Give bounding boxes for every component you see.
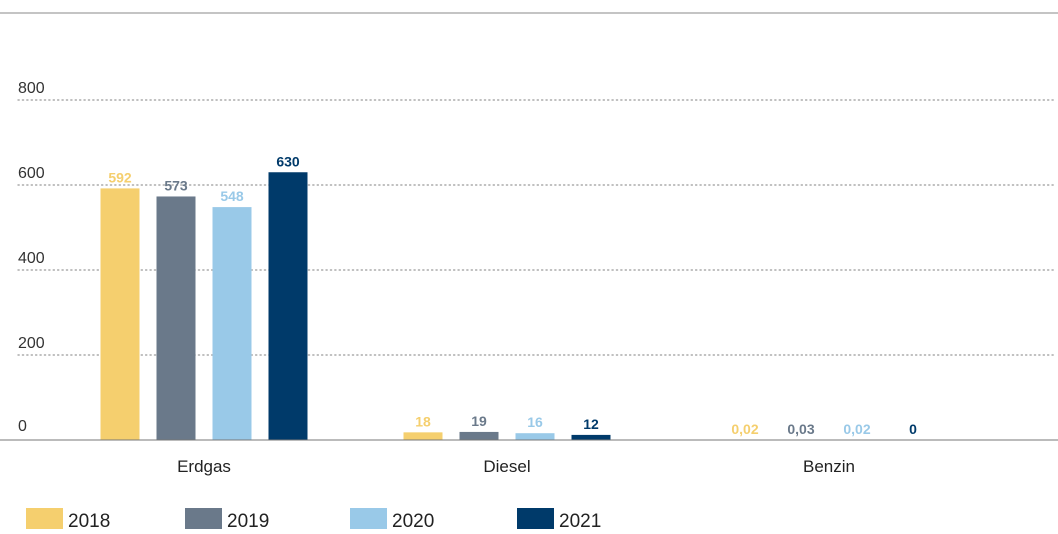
y-tick-label: 400: [18, 250, 45, 267]
legend-label-2020: 2020: [392, 511, 434, 529]
x-axis-categories: Erdgas Diesel Benzin: [177, 457, 855, 476]
bar-2020-diesel: [516, 433, 555, 440]
y-tick-label: 600: [18, 165, 45, 182]
y-tick-label: 200: [18, 335, 45, 352]
bar-2019-diesel: [460, 432, 499, 440]
category-label-erdgas: Erdgas: [177, 457, 231, 476]
data-label: 548: [220, 188, 244, 204]
bar-2018-erdgas: [101, 188, 140, 440]
data-label: 0,02: [731, 421, 758, 437]
bar-2020-erdgas: [213, 207, 252, 440]
bar-2021-erdgas: [269, 172, 308, 440]
legend-label-2021: 2021: [559, 511, 601, 529]
bar-2021-diesel: [572, 435, 611, 440]
category-label-diesel: Diesel: [483, 457, 530, 476]
data-label: 16: [527, 414, 543, 430]
category-label-benzin: Benzin: [803, 457, 855, 476]
data-label: 630: [276, 153, 300, 169]
data-label: 0,02: [843, 421, 870, 437]
legend-label-2019: 2019: [227, 511, 269, 529]
y-axis-ticks: 0 200 400 600 800: [18, 80, 45, 435]
legend-swatch-2019: [185, 508, 222, 529]
data-label: 0: [909, 421, 917, 437]
y-tick-label: 0: [18, 418, 27, 435]
data-label: 19: [471, 413, 487, 429]
data-label: 573: [164, 177, 188, 193]
legend-swatch-2018: [26, 508, 63, 529]
legend-swatch-2020: [350, 508, 387, 529]
legend-swatch-2021: [517, 508, 554, 529]
legend: 2018 2019 2020 2021: [26, 508, 601, 529]
legend-label-2018: 2018: [68, 511, 110, 529]
data-label: 18: [415, 413, 431, 429]
bar-2019-erdgas: [157, 196, 196, 440]
bar-2018-diesel: [404, 432, 443, 440]
bars: [101, 172, 821, 440]
data-label: 592: [108, 169, 132, 185]
data-label: 12: [583, 416, 599, 432]
data-label: 0,03: [787, 421, 814, 437]
y-tick-label: 800: [18, 80, 45, 97]
